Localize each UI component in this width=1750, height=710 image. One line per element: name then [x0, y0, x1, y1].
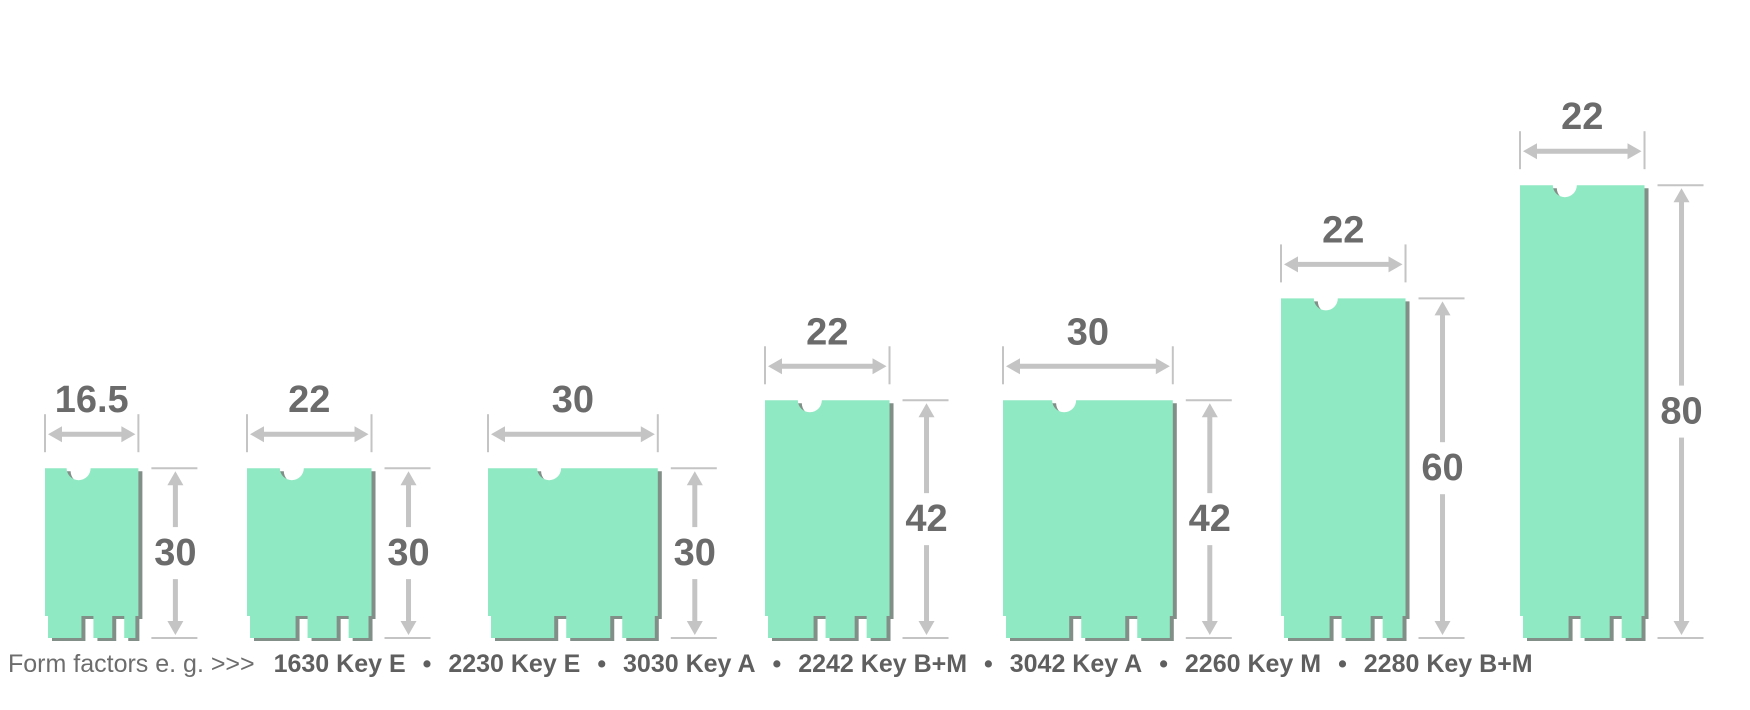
width-label: 22 [1561, 96, 1603, 138]
board-2242 [765, 400, 890, 638]
form-factor-3030: 3030 Key A [623, 650, 756, 678]
width-arrow-head-start [1523, 143, 1537, 160]
width-label: 22 [1322, 209, 1364, 251]
m2-form-factor-diagram: 16.5 30 22 30 30 30 22 42 30 42 22 60 22 80 [44, 96, 1708, 641]
length-arrow-head-end [1673, 621, 1690, 635]
label-backdrop [1416, 442, 1469, 495]
length-arrow-head-start [1201, 403, 1218, 418]
width-arrow-head-start [1006, 358, 1020, 375]
label-backdrop [1655, 385, 1708, 438]
module-2230: 22 30 [246, 379, 435, 641]
length-label: 60 [1421, 447, 1463, 489]
form-factor-2260: 2260 Key M [1184, 650, 1322, 678]
board-3042 [1003, 400, 1173, 638]
module-3042: 30 42 [1002, 311, 1236, 641]
length-arrow-head-start [1673, 188, 1690, 203]
caption-separator: • [1159, 650, 1168, 678]
width-arrow [1284, 256, 1403, 273]
length-arrow-head-end [1201, 621, 1218, 635]
form-factor-2230: 2230 Key E [448, 650, 581, 678]
module-2260: 22 60 [1280, 209, 1469, 641]
width-label: 22 [806, 311, 848, 353]
form-factor-2242: 2242 Key B+M [798, 650, 968, 678]
label-backdrop [668, 527, 721, 580]
width-arrow [768, 358, 887, 375]
length-arrow-head-start [686, 471, 703, 486]
length-arrow-head-end [167, 621, 184, 635]
length-arrow-head-end [1434, 621, 1451, 635]
caption-separator: • [984, 650, 993, 678]
width-label: 30 [1067, 311, 1109, 353]
length-arrow-head-start [918, 403, 935, 418]
width-arrow-head-end [354, 426, 369, 443]
caption-separator: • [1338, 650, 1347, 678]
form-factor-caption: Form factors e. g. >>> 1630 Key E • 2230… [8, 650, 1533, 679]
width-arrow [48, 426, 136, 443]
label-backdrop [900, 493, 953, 546]
length-arrow-head-end [918, 621, 935, 635]
length-label: 80 [1660, 391, 1702, 433]
form-factor-3042: 3042 Key A [1009, 650, 1143, 678]
length-arrow-head-start [400, 471, 417, 486]
width-arrow-head-end [1627, 143, 1642, 160]
module-3030: 30 30 [487, 379, 721, 641]
form-factor-1630: 1630 Key E [273, 650, 406, 678]
width-arrow-head-start [768, 358, 782, 375]
width-arrow-head-start [48, 426, 62, 443]
width-arrow [1006, 358, 1170, 375]
width-arrow [250, 426, 369, 443]
width-arrow [491, 426, 655, 443]
form-factor-2280: 2280 Key B+M [1363, 650, 1533, 678]
length-label: 30 [387, 532, 429, 574]
module-2280: 22 80 [1519, 96, 1708, 641]
caption-separator: • [422, 650, 432, 678]
width-label: 30 [552, 379, 594, 421]
width-label: 16.5 [55, 379, 129, 421]
length-label: 42 [1189, 498, 1231, 540]
board-2230 [247, 468, 372, 638]
label-backdrop [1183, 493, 1236, 546]
width-arrow-head-end [872, 358, 887, 375]
width-arrow-head-start [1284, 256, 1298, 273]
caption-prefix: Form factors e. g. >>> [8, 650, 255, 678]
caption-separator: • [597, 650, 607, 678]
width-label: 22 [288, 379, 330, 421]
length-label: 30 [154, 532, 196, 574]
board-2260 [1281, 298, 1406, 638]
module-2242: 22 42 [764, 311, 953, 641]
length-label: 30 [674, 532, 716, 574]
length-arrow-head-end [686, 621, 703, 635]
width-arrow-head-end [1155, 358, 1170, 375]
caption-separator: • [772, 650, 782, 678]
width-arrow-head-end [1388, 256, 1403, 273]
label-backdrop [149, 527, 202, 580]
width-arrow-head-start [491, 426, 505, 443]
width-arrow-head-end [121, 426, 136, 443]
width-arrow-head-end [640, 426, 655, 443]
length-arrow-head-start [167, 471, 184, 486]
length-label: 42 [905, 498, 947, 540]
width-arrow [1523, 143, 1642, 160]
board-3030 [488, 468, 658, 638]
length-arrow-head-start [1434, 301, 1451, 316]
board-2280 [1520, 185, 1645, 638]
board-1630 [45, 468, 139, 638]
module-1630: 16.5 30 [44, 379, 202, 641]
length-arrow-head-end [400, 621, 417, 635]
label-backdrop [382, 527, 435, 580]
width-arrow-head-start [250, 426, 264, 443]
